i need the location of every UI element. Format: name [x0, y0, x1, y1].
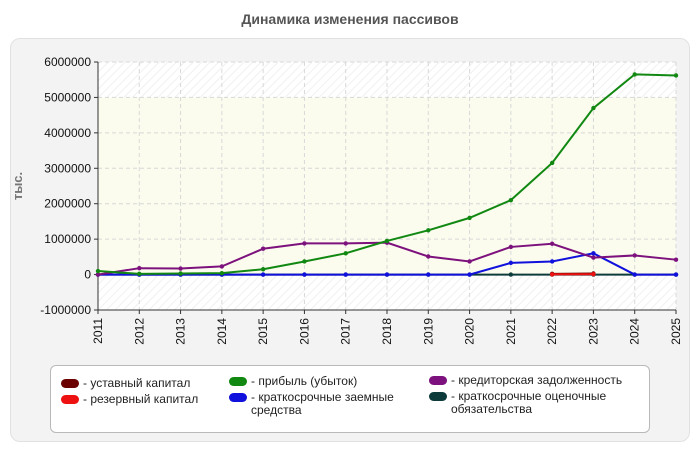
y-axis-label: тыс. — [10, 172, 25, 200]
data-point — [549, 241, 555, 246]
data-point — [137, 271, 142, 277]
data-point — [549, 259, 555, 264]
x-tick-label: 2012 — [132, 318, 146, 345]
legend-item: - уставный капитал — [61, 377, 263, 390]
data-point — [302, 272, 307, 277]
data-point — [508, 197, 514, 203]
data-point — [591, 255, 596, 260]
data-point — [632, 72, 637, 77]
data-point — [260, 267, 266, 272]
x-tick-label: 2016 — [297, 318, 311, 345]
data-point — [178, 271, 183, 276]
data-point — [426, 228, 431, 233]
chart-legend: - уставный капитал - резервный капитал - п… — [50, 365, 650, 433]
legend-swatch — [429, 392, 447, 401]
data-point — [95, 268, 101, 274]
y-tick-label: -1000000 — [40, 303, 91, 317]
y-tick-label: 3000000 — [44, 161, 91, 175]
data-point — [673, 272, 679, 277]
data-point — [549, 272, 555, 277]
data-point — [467, 272, 472, 277]
data-point — [219, 270, 225, 276]
legend-label: - кредиторская задолженность — [451, 373, 623, 387]
y-tick-label: 6000000 — [44, 55, 91, 69]
legend-label: - резервный капитал — [83, 392, 199, 406]
series-2 — [95, 72, 679, 277]
x-tick-label: 2014 — [215, 318, 229, 345]
data-point — [343, 241, 348, 246]
data-point — [632, 253, 637, 258]
legend-swatch — [229, 377, 247, 386]
x-tick-label: 2011 — [91, 318, 105, 344]
data-point — [508, 260, 514, 266]
legend-item: - краткосрочные заемные средства — [229, 391, 431, 417]
x-tick-label: 2022 — [545, 318, 559, 345]
legend-item: - резервный капитал — [61, 393, 263, 406]
data-point — [467, 259, 472, 264]
legend-swatch — [429, 376, 447, 385]
data-point — [591, 272, 596, 277]
data-point — [260, 246, 266, 251]
data-point — [591, 105, 596, 111]
data-point — [467, 215, 472, 221]
data-point — [178, 266, 183, 271]
legend-swatch — [61, 395, 79, 404]
data-point — [632, 272, 637, 277]
x-tick-label: 2017 — [339, 318, 353, 345]
legend-label: - уставный капитал — [83, 376, 191, 390]
data-point — [260, 272, 266, 277]
legend-item: - прибыль (убыток) — [229, 375, 431, 388]
data-point — [384, 272, 390, 277]
data-point — [673, 257, 679, 262]
data-point — [302, 259, 307, 264]
y-tick-label: 2000000 — [44, 197, 91, 211]
data-point — [302, 241, 307, 246]
data-point — [549, 160, 555, 166]
x-tick-label: 2025 — [669, 318, 683, 345]
x-tick-label: 2019 — [421, 318, 435, 345]
data-point — [219, 264, 225, 269]
data-point — [426, 272, 431, 277]
x-tick-label: 2013 — [174, 318, 188, 345]
data-point — [508, 244, 514, 250]
y-tick-label: 5000000 — [44, 90, 91, 104]
data-point — [384, 238, 390, 244]
data-point — [343, 272, 348, 277]
legend-label: - прибыль (убыток) — [251, 374, 358, 388]
legend-label: - краткосрочные оценочные обязательства — [451, 389, 607, 416]
data-point — [95, 272, 101, 277]
legend-item: - кредиторская задолженность — [429, 374, 631, 387]
x-tick-label: 2020 — [463, 318, 477, 345]
data-point — [673, 73, 679, 78]
data-point — [137, 265, 142, 271]
legend-label: - краткосрочные заемные средства — [251, 390, 394, 417]
data-point — [426, 254, 431, 259]
x-tick-label: 2021 — [504, 318, 518, 345]
legend-swatch — [61, 379, 79, 388]
series-1 — [549, 272, 596, 277]
chart-title: Динамика изменения пассивов — [241, 11, 459, 27]
y-tick-label: 0 — [84, 268, 91, 282]
data-point — [591, 251, 596, 256]
y-tick-label: 1000000 — [44, 232, 91, 246]
y-tick-label: 4000000 — [44, 126, 91, 140]
x-tick-label: 2023 — [586, 318, 600, 345]
x-tick-label: 2015 — [256, 318, 270, 345]
x-tick-label: 2024 — [628, 318, 642, 345]
data-point — [508, 272, 514, 277]
data-point — [343, 251, 348, 256]
legend-swatch — [229, 393, 247, 402]
legend-item: - краткосрочные оценочные обязательства — [429, 390, 631, 416]
x-tick-label: 2018 — [380, 318, 394, 345]
